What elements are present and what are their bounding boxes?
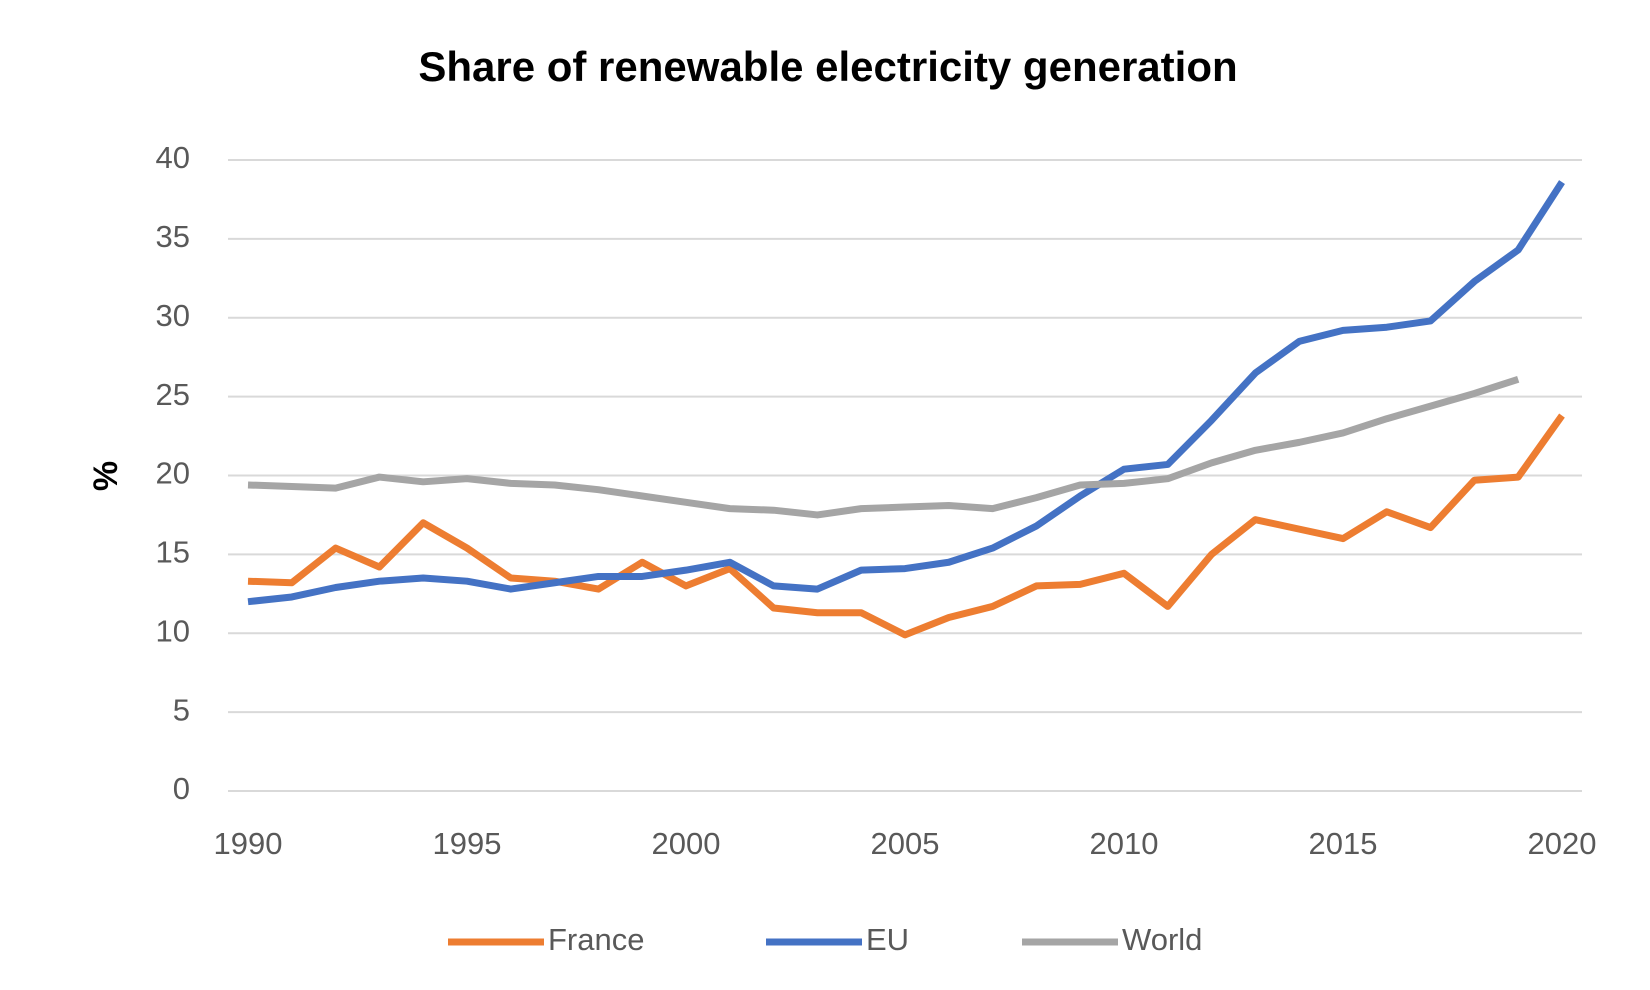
- y-tick-label: 35: [156, 219, 190, 254]
- legend-label: World: [1122, 922, 1202, 957]
- y-tick-label: 10: [156, 613, 190, 648]
- line-series: [247, 375, 1520, 519]
- y-tick-label: 25: [156, 377, 190, 412]
- y-tick-label: 15: [156, 535, 190, 570]
- y-tick-label: 20: [156, 456, 190, 491]
- x-tick-label: 2005: [871, 826, 940, 861]
- y-tick-label: 30: [156, 298, 190, 333]
- x-tick-label: 1995: [433, 826, 502, 861]
- y-tick-label: 40: [156, 140, 190, 175]
- y-axis-label: %: [87, 461, 125, 491]
- chart-title: Share of renewable electricity generatio…: [418, 43, 1237, 90]
- legend-label: EU: [866, 922, 909, 957]
- line-series: [247, 413, 1565, 639]
- legend-label: France: [548, 922, 644, 957]
- x-tick-label: 1990: [214, 826, 283, 861]
- x-tick-label: 2000: [652, 826, 721, 861]
- x-tick-label: 2015: [1309, 826, 1378, 861]
- x-tick-label: 2020: [1528, 826, 1597, 861]
- line-series: [247, 180, 1565, 606]
- y-tick-label: 0: [173, 771, 190, 806]
- y-tick-label: 5: [173, 692, 190, 727]
- x-tick-label: 2010: [1090, 826, 1159, 861]
